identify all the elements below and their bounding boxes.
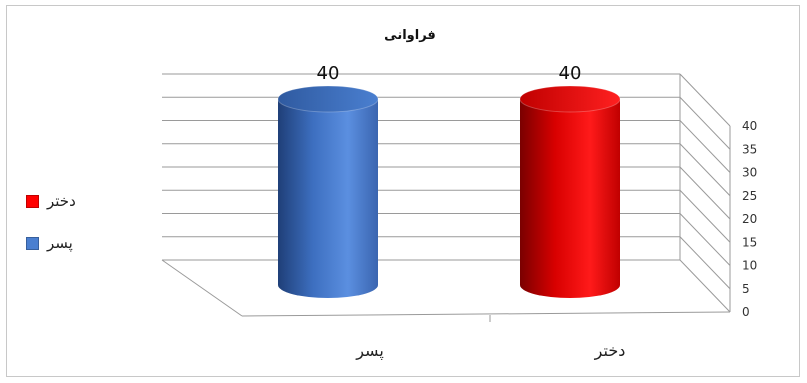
floor-edge-left — [161, 259, 243, 317]
bar-body — [278, 99, 378, 298]
bars — [277, 85, 621, 298]
y-tick-label: 25 — [742, 189, 757, 203]
gridline-side — [679, 73, 731, 127]
data-labels: 40 40 — [317, 63, 582, 84]
y-tick-label: 0 — [742, 305, 750, 319]
y-tick-label: 5 — [742, 282, 750, 296]
gridline-side — [679, 166, 731, 220]
legend-label-boy: پسر — [47, 234, 73, 252]
gridlines — [161, 73, 731, 322]
legend-swatch-boy — [26, 236, 39, 250]
legend-swatch-girl — [26, 194, 39, 208]
y-tick-label: 20 — [742, 212, 757, 226]
y-tick-label: 40 — [742, 119, 757, 133]
gridline-side — [679, 236, 731, 290]
legend-item-girl: دختر — [26, 190, 76, 212]
gridline-side — [679, 259, 731, 313]
category-label-boy: پسر — [356, 341, 384, 360]
gridline-side — [679, 143, 731, 197]
bar-top — [277, 85, 379, 113]
data-label: 40 — [559, 63, 582, 84]
bar-body — [520, 99, 620, 298]
floor-edge-front — [241, 311, 731, 317]
y-tick-label: 30 — [742, 166, 757, 180]
y-tick-label: 15 — [742, 235, 757, 249]
bar-top — [519, 85, 621, 113]
legend-item-boy: پسر — [26, 232, 73, 254]
gridline-side — [679, 120, 731, 173]
chart-title: فراوانی — [384, 28, 436, 43]
bar-0 — [277, 85, 379, 298]
legend-label-girl: دختر — [47, 192, 76, 210]
y-axis: 0 5 10 15 20 25 30 35 40 — [742, 119, 757, 319]
data-label: 40 — [317, 63, 340, 84]
gridline-side — [679, 189, 731, 243]
category-label-girl: دختر — [594, 341, 626, 360]
y-tick-label: 35 — [742, 142, 757, 156]
gridline-side — [679, 96, 731, 150]
y-tick-label: 10 — [742, 259, 757, 273]
bar-1 — [519, 85, 621, 298]
gridline-side — [679, 213, 731, 266]
